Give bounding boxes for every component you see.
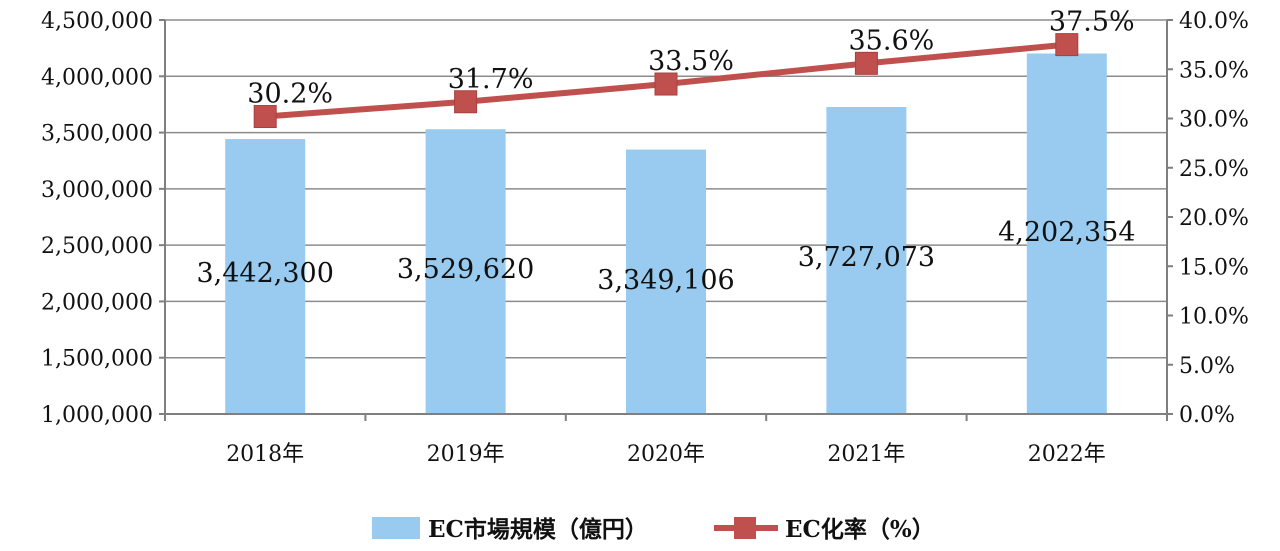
right-axis-tick-labels: 0.0% 5.0% 10.0% 15.0% 20.0% 25.0% 30.0% 35.0% 40… (1179, 9, 1249, 428)
axes (159, 19, 1173, 421)
right-tick-label: 35.0% (1179, 58, 1249, 83)
line-marker (654, 72, 678, 96)
left-tick-label: 3,500,000 (41, 122, 153, 147)
right-tick-label: 5.0% (1179, 354, 1235, 379)
line-marker (253, 105, 277, 129)
right-tick-label: 15.0% (1179, 255, 1249, 280)
left-tick-label: 3,000,000 (41, 178, 153, 203)
right-tick-label: 30.0% (1179, 108, 1249, 133)
line-data-label: 33.5% (648, 46, 734, 77)
left-tick-label: 1,500,000 (41, 347, 153, 372)
legend-swatch-bar (372, 517, 420, 539)
line-data-label: 37.5% (1049, 7, 1135, 38)
right-tick-label: 10.0% (1179, 305, 1249, 330)
bar-data-label: 3,442,300 (196, 258, 333, 289)
right-tick-label: 0.0% (1179, 403, 1235, 428)
legend: EC市場規模（億円） EC化率（%） (372, 516, 935, 543)
line-data-labels: 30.2% 31.7% 33.5% 35.6% 37.5% (247, 7, 1134, 110)
legend-label-bar: EC市場規模（億円） (428, 516, 648, 543)
line-marker (854, 51, 878, 75)
bar (626, 149, 706, 414)
bar (225, 139, 306, 414)
bar-data-label: 4,202,354 (998, 217, 1135, 248)
line-series (253, 33, 1079, 129)
bar-data-label: 3,727,073 (798, 242, 935, 273)
bar (826, 107, 907, 415)
line-marker (454, 90, 478, 114)
left-axis-tick-labels: 1,000,000 1,500,000 2,000,000 2,500,000 3,00… (41, 9, 153, 428)
line-data-label: 31.7% (448, 64, 534, 95)
bar-data-label: 3,349,106 (597, 265, 734, 296)
x-tick-label: 2020年 (627, 442, 705, 467)
bar-series (225, 53, 1107, 415)
line-marker (1055, 33, 1079, 57)
x-axis-tick-labels: 2018年 2019年 2020年 2021年 2022年 (226, 442, 1106, 467)
legend-label-line: EC化率（%） (785, 516, 935, 543)
line-data-label: 30.2% (247, 79, 333, 110)
x-tick-label: 2019年 (427, 442, 505, 467)
left-tick-label: 2,500,000 (41, 234, 153, 259)
x-tick-label: 2022年 (1028, 442, 1106, 467)
left-tick-label: 4,500,000 (41, 9, 153, 34)
bar-data-label: 3,529,620 (397, 254, 534, 285)
right-tick-label: 40.0% (1179, 9, 1249, 34)
bar (1026, 53, 1107, 414)
line-data-label: 35.6% (849, 25, 935, 56)
left-tick-label: 1,000,000 (41, 403, 153, 428)
x-tick-label: 2018年 (226, 442, 304, 467)
bar (425, 129, 506, 414)
x-tick-label: 2021年 (827, 442, 905, 467)
left-tick-label: 2,000,000 (41, 290, 153, 315)
bar-data-labels: 3,442,300 3,529,620 3,349,106 3,727,073 4,20… (196, 217, 1135, 296)
left-tick-label: 4,000,000 (41, 65, 153, 90)
right-tick-label: 20.0% (1179, 206, 1249, 231)
right-tick-label: 25.0% (1179, 157, 1249, 182)
legend-swatch-marker (734, 517, 756, 539)
